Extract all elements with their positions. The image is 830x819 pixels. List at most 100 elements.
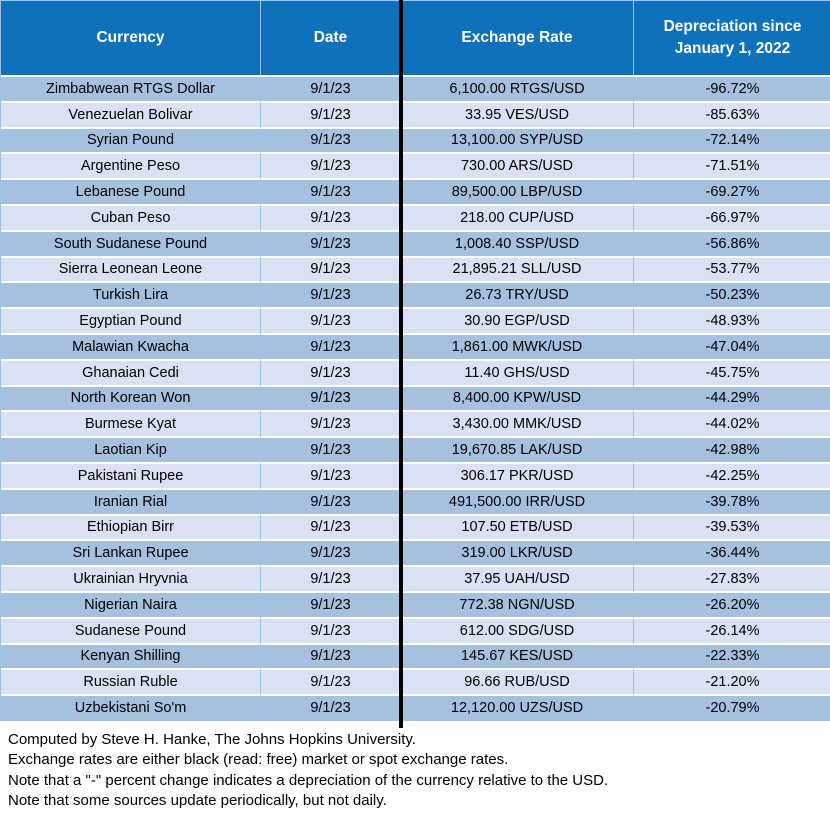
currency-cell: Sri Lankan Rupee — [1, 541, 261, 568]
date-cell: 9/1/23 — [261, 154, 401, 181]
exchange-rate-cell: 1,861.00 MWK/USD — [401, 334, 634, 361]
depreciation-cell: -66.97% — [634, 205, 830, 232]
table-row: North Korean Won 9/1/23 8,400.00 KPW/USD -4… — [1, 386, 830, 413]
exchange-rate-cell: 772.38 NGN/USD — [401, 592, 634, 619]
column-header-exchange-rate: Exchange Rate — [401, 1, 634, 77]
depreciation-cell: -47.04% — [634, 334, 830, 361]
exchange-rate-cell: 306.17 PKR/USD — [401, 463, 634, 490]
currency-cell: Malawian Kwacha — [1, 334, 261, 361]
table-row: Ethiopian Birr 9/1/23 107.50 ETB/USD -39.53… — [1, 515, 830, 542]
depreciation-cell: -39.78% — [634, 489, 830, 516]
column-header-depreciation: Depreciation since January 1, 2022 — [634, 1, 830, 77]
exchange-rate-cell: 30.90 EGP/USD — [401, 309, 634, 335]
table-row: Cuban Peso 9/1/23 218.00 CUP/USD -66.97% — [1, 205, 830, 232]
currency-cell: Iranian Rial — [1, 489, 261, 516]
exchange-rate-cell: 612.00 SDG/USD — [401, 618, 634, 645]
table-row: Pakistani Rupee 9/1/23 306.17 PKR/USD -42.2… — [1, 463, 830, 490]
header-row: Currency Date Exchange Rate Depreciation… — [1, 1, 830, 77]
depreciation-cell: -26.14% — [634, 618, 830, 645]
date-cell: 9/1/23 — [261, 567, 401, 593]
currency-cell: Sierra Leonean Leone — [1, 257, 261, 284]
currency-cell: Ethiopian Birr — [1, 515, 261, 542]
date-cell: 9/1/23 — [261, 515, 401, 542]
date-cell: 9/1/23 — [261, 257, 401, 284]
table-row: South Sudanese Pound 9/1/23 1,008.40 SSP/U… — [1, 231, 830, 258]
currency-cell: Cuban Peso — [1, 205, 261, 232]
column-header-currency: Currency — [1, 1, 261, 77]
depreciation-cell: -36.44% — [634, 541, 830, 568]
depreciation-cell: -45.75% — [634, 360, 830, 387]
currency-cell: Uzbekistani So'm — [1, 696, 261, 720]
table-row: Turkish Lira 9/1/23 26.73 TRY/USD -50.23% — [1, 283, 830, 310]
table-row: Egyptian Pound 9/1/23 30.90 EGP/USD -48.93% — [1, 309, 830, 335]
depreciation-cell: -96.72% — [634, 77, 830, 103]
footnote-percent-change: Note that a "-" percent change indicates… — [8, 771, 609, 789]
exchange-rate-cell: 26.73 TRY/USD — [401, 283, 634, 310]
exchange-rate-cell: 730.00 ARS/USD — [401, 154, 634, 181]
exchange-rate-cell: 12,120.00 UZS/USD — [401, 696, 634, 720]
exchange-rate-cell: 319.00 LKR/USD — [401, 541, 634, 568]
table-row: Ghanaian Cedi 9/1/23 11.40 GHS/USD -45.75% — [1, 360, 830, 387]
column-header-date: Date — [261, 1, 401, 77]
date-cell: 9/1/23 — [261, 592, 401, 619]
table-row: Iranian Rial 9/1/23 491,500.00 IRR/USD -39.… — [1, 489, 830, 516]
table-header: Currency Date Exchange Rate Depreciation… — [1, 1, 830, 77]
date-cell: 9/1/23 — [261, 128, 401, 155]
depreciation-cell: -71.51% — [634, 154, 830, 181]
depreciation-cell: -42.25% — [634, 463, 830, 490]
date-cell: 9/1/23 — [261, 102, 401, 129]
depreciation-cell: -44.02% — [634, 412, 830, 439]
date-cell: 9/1/23 — [261, 309, 401, 335]
table-row: Malawian Kwacha 9/1/23 1,861.00 MWK/USD -47… — [1, 334, 830, 361]
table-row: Sudanese Pound 9/1/23 612.00 SDG/USD -26.14… — [1, 618, 830, 645]
exchange-rate-cell: 96.66 RUB/USD — [401, 670, 634, 697]
currency-cell: Zimbabwean RTGS Dollar — [1, 77, 261, 103]
currency-table-container: Currency Date Exchange Rate Depreciation… — [0, 0, 830, 728]
date-cell: 9/1/23 — [261, 180, 401, 206]
date-cell: 9/1/23 — [261, 644, 401, 671]
exchange-rate-cell: 89,500.00 LBP/USD — [401, 180, 634, 206]
exchange-rate-cell: 491,500.00 IRR/USD — [401, 489, 634, 516]
table-row: Ukrainian Hryvnia 9/1/23 37.95 UAH/USD -27.… — [1, 567, 830, 593]
table-row: Kenyan Shilling 9/1/23 145.67 KES/USD -22.3… — [1, 644, 830, 671]
depreciation-cell: -48.93% — [634, 309, 830, 335]
table-row: Russian Ruble 9/1/23 96.66 RUB/USD -21.20% — [1, 670, 830, 697]
currency-cell: Turkish Lira — [1, 283, 261, 310]
exchange-rate-cell: 3,430.00 MMK/USD — [401, 412, 634, 439]
table-row: Nigerian Naira 9/1/23 772.38 NGN/USD -26.20… — [1, 592, 830, 619]
date-cell: 9/1/23 — [261, 438, 401, 464]
column-divider-line — [399, 0, 403, 728]
currency-cell: Nigerian Naira — [1, 592, 261, 619]
currency-cell: Lebanese Pound — [1, 180, 261, 206]
currency-cell: Argentine Peso — [1, 154, 261, 181]
currency-cell: Kenyan Shilling — [1, 644, 261, 671]
date-cell: 9/1/23 — [261, 618, 401, 645]
date-cell: 9/1/23 — [261, 283, 401, 310]
depreciation-cell: -85.63% — [634, 102, 830, 129]
depreciation-cell: -26.20% — [634, 592, 830, 619]
table-row: Laotian Kip 9/1/23 19,670.85 LAK/USD -42.98… — [1, 438, 830, 464]
depreciation-cell: -69.27% — [634, 180, 830, 206]
date-cell: 9/1/23 — [261, 463, 401, 490]
date-cell: 9/1/23 — [261, 77, 401, 103]
table-row: Lebanese Pound 9/1/23 89,500.00 LBP/USD -69… — [1, 180, 830, 206]
table-row: Burmese Kyat 9/1/23 3,430.00 MMK/USD -44.02… — [1, 412, 830, 439]
depreciation-cell: -20.79% — [634, 696, 830, 720]
depreciation-cell: -39.53% — [634, 515, 830, 542]
currency-cell: North Korean Won — [1, 386, 261, 413]
depreciation-cell: -22.33% — [634, 644, 830, 671]
currency-cell: Ghanaian Cedi — [1, 360, 261, 387]
table-row: Uzbekistani So'm 9/1/23 12,120.00 UZS/USD -… — [1, 696, 830, 720]
table-row: Sierra Leonean Leone 9/1/23 21,895.21 SLL/… — [1, 257, 830, 284]
exchange-rate-cell: 37.95 UAH/USD — [401, 567, 634, 593]
currency-cell: South Sudanese Pound — [1, 231, 261, 258]
date-cell: 9/1/23 — [261, 696, 401, 720]
depreciation-cell: -53.77% — [634, 257, 830, 284]
footnote-exchange-rates: Exchange rates are either black (read: f… — [8, 751, 509, 769]
date-cell: 9/1/23 — [261, 386, 401, 413]
currency-cell: Ukrainian Hryvnia — [1, 567, 261, 593]
currency-cell: Pakistani Rupee — [1, 463, 261, 490]
currency-cell: Burmese Kyat — [1, 412, 261, 439]
table-body: Zimbabwean RTGS Dollar 9/1/23 6,100.00 RTG… — [1, 77, 830, 720]
footnotes: Computed by Steve H. Hanke, The Johns Ho… — [8, 730, 830, 811]
